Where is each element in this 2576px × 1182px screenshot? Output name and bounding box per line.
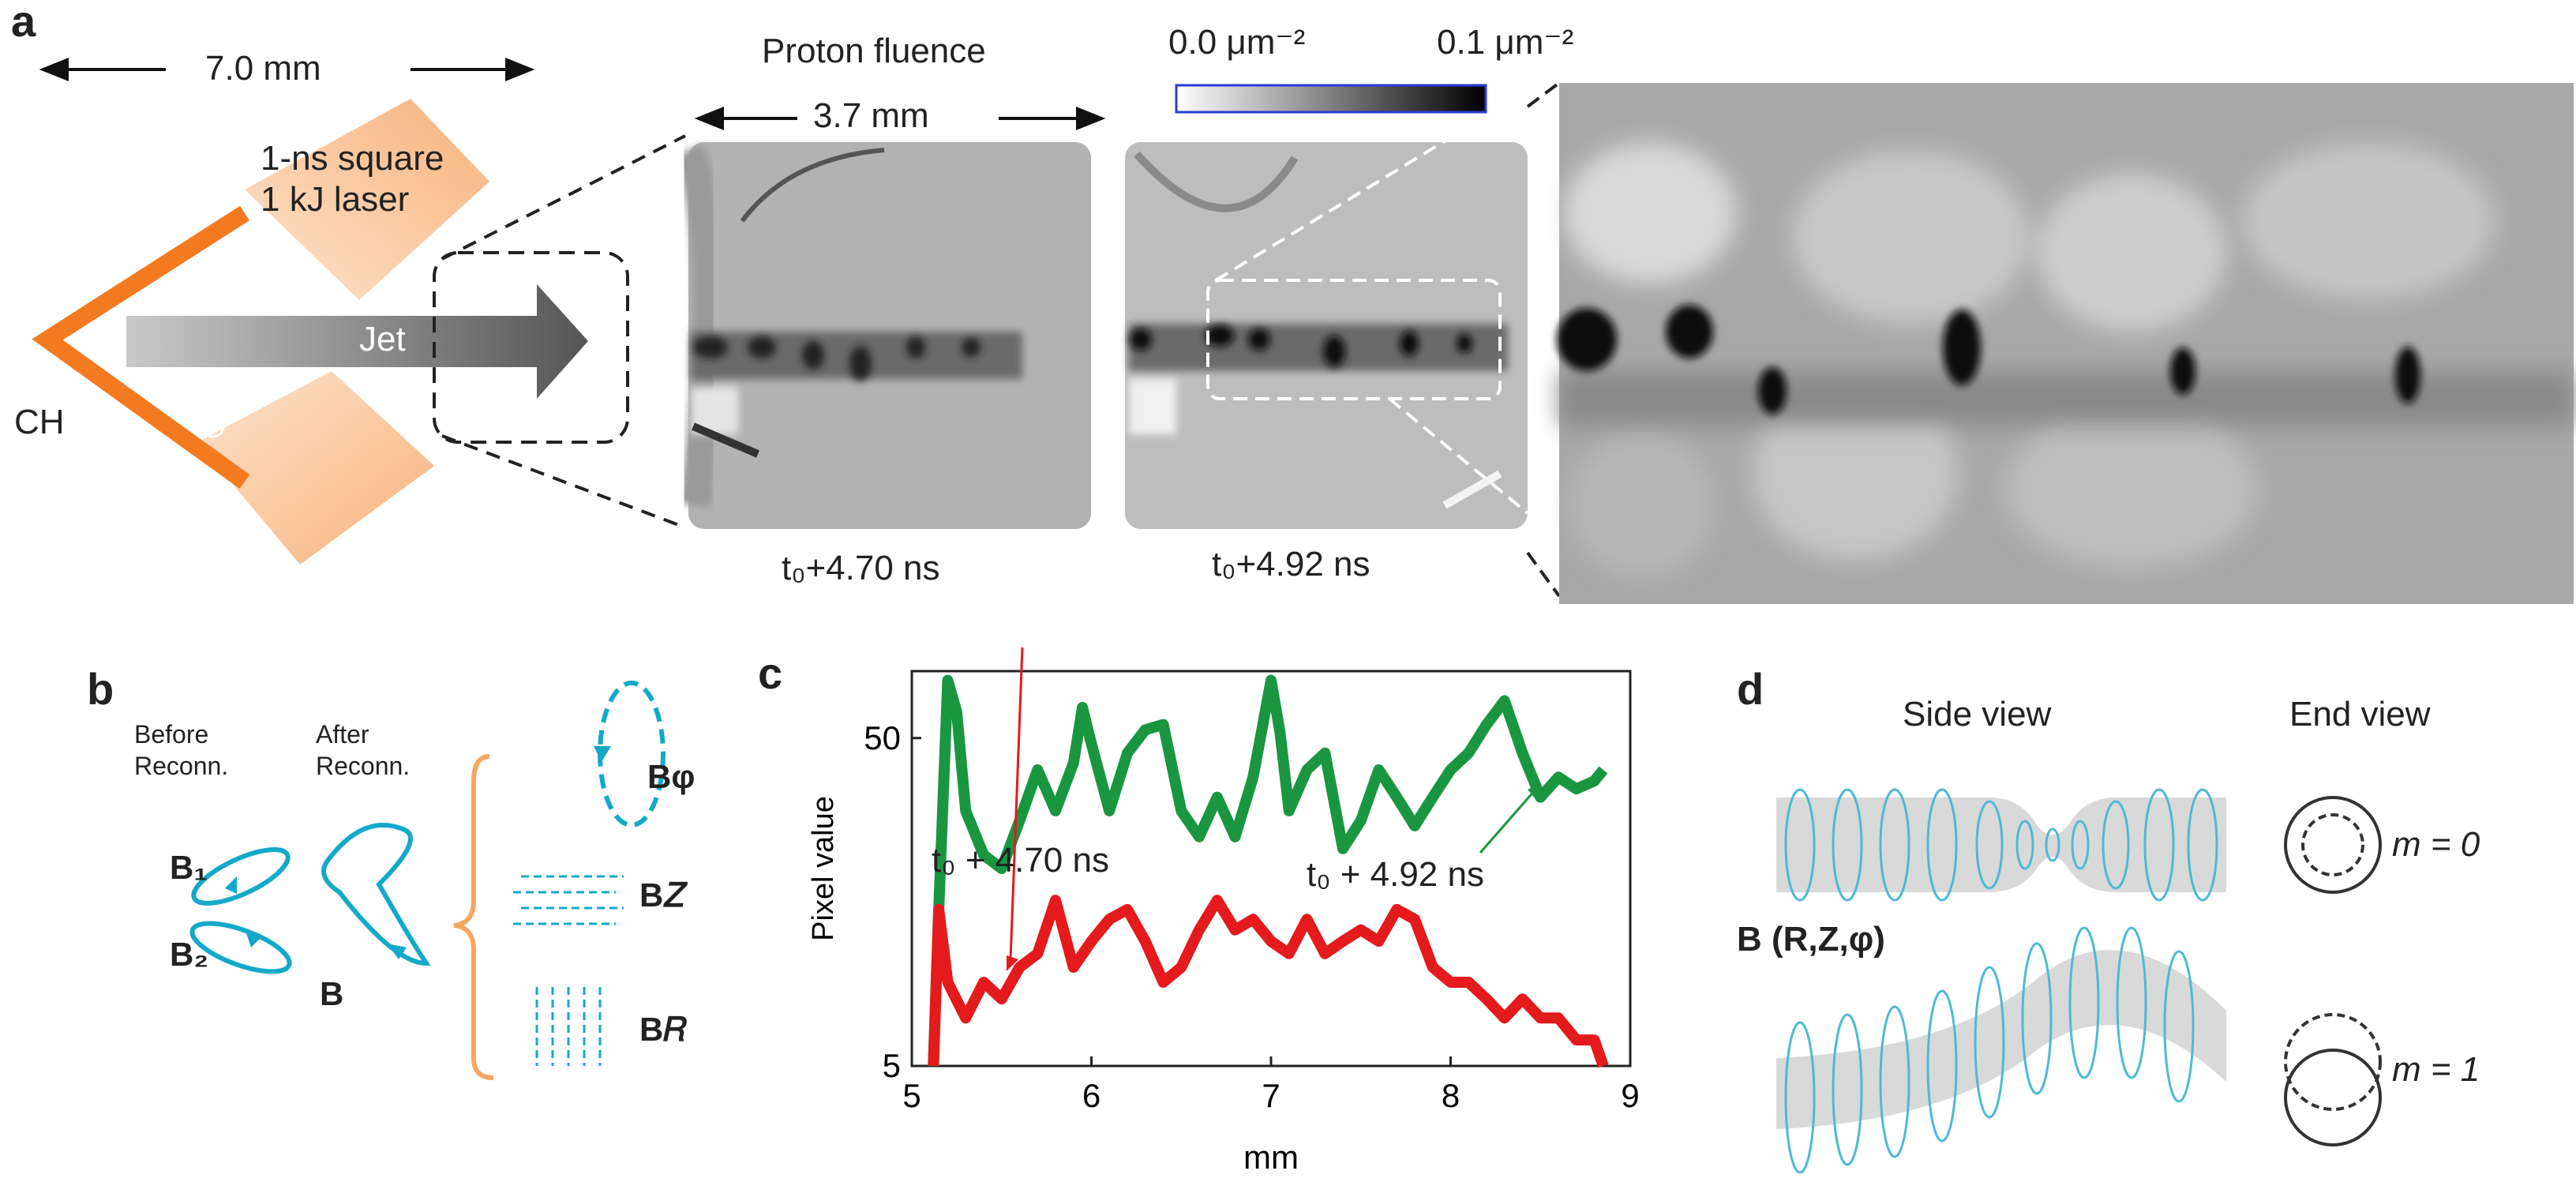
x-tick-label: 9 (1621, 1077, 1639, 1114)
y-tick-label: 5 (883, 1047, 901, 1084)
panel-a-graphics (32, 58, 2574, 604)
width-arrow-3.7mm (694, 107, 1106, 130)
series-line (928, 895, 1609, 1068)
laser-label: 1-ns square 1 kJ laser (261, 138, 444, 220)
panel-c-label: c (758, 648, 783, 698)
y-tick-label: 50 (864, 719, 901, 756)
annotation-arrows (1007, 647, 1541, 971)
br-label: B𝑅 (639, 1011, 688, 1048)
proton-radiograph-1 (673, 142, 1091, 529)
after-line1: After (316, 720, 369, 749)
ch-label: CH (14, 403, 65, 441)
panel-d-label: d (1737, 664, 1764, 714)
colorbar-min-label: 0.0 μm⁻² (1168, 23, 1306, 62)
series-layer (928, 674, 1609, 1068)
m1-label: m = 1 (2392, 1050, 2480, 1089)
bz-label: B𝑍 (639, 876, 684, 914)
zoom-box-dashed (433, 251, 629, 444)
y-ticks: 5 50 (864, 719, 921, 1084)
panel-a-label: a (11, 0, 36, 46)
time-label-1: t₀+4.70 ns (782, 549, 940, 587)
width-arrow-7mm (39, 58, 535, 81)
laser-beam-upper (245, 99, 489, 300)
b1-label: B₁ (170, 849, 208, 886)
width-3.7mm-label: 3.7 mm (813, 96, 929, 135)
annotation-red: t₀ + 4.70 ns (932, 841, 1109, 880)
after-line2: Reconn. (316, 752, 411, 780)
panel-b-label: b (87, 664, 114, 714)
end-view-label: End view (2289, 695, 2431, 734)
b-label: B (320, 975, 344, 1012)
laser-beam-lower (197, 371, 434, 565)
time-label-2: t₀+4.92 ns (1212, 545, 1370, 583)
y-axis-label: Pixel value (807, 796, 840, 941)
x-tick-label: 7 (1262, 1077, 1280, 1114)
colorbar (1175, 84, 1487, 114)
m1-end-view (2284, 1013, 2382, 1146)
m1-column (1776, 950, 2226, 1129)
jet-label: Jet (359, 320, 406, 358)
panel-d-graphics (1776, 788, 2382, 1174)
zoomed-radiograph (1557, 83, 2574, 604)
x-tick-label: 6 (1082, 1077, 1101, 1114)
bphi-label: Bφ (647, 758, 696, 795)
x-axis-label: mm (1243, 1139, 1299, 1176)
x-tick-label: 5 (902, 1077, 921, 1114)
width-7mm-label: 7.0 mm (205, 49, 321, 88)
x-tick-label: 8 (1442, 1077, 1460, 1114)
x-ticks: 5 6 7 8 9 (902, 1056, 1640, 1114)
ch-target (32, 205, 250, 489)
m0-end-view (2284, 796, 2382, 894)
series-line (928, 674, 1608, 1067)
side-view-label: Side view (1903, 695, 2052, 734)
colorbar-max-label: 0.1 μm⁻² (1437, 23, 1574, 62)
pixel-value-chart: 5 6 7 8 9 5 50 mm Pixel value (807, 647, 1640, 1176)
before-line2: Reconn. (134, 752, 229, 780)
annotation-green: t₀ + 4.92 ns (1307, 855, 1484, 894)
after-reconn-label: After Reconn. (316, 719, 410, 782)
laser-label-line1: 1-ns square (261, 139, 444, 178)
b-vector-label: B (R,Z,φ) (1737, 920, 1885, 959)
b2-label: B₂ (170, 936, 208, 973)
before-reconn-label: Before Reconn. (134, 719, 228, 782)
laser-label-line2: 1 kJ laser (261, 180, 410, 219)
before-line1: Before (134, 720, 209, 749)
m0-label: m = 0 (2392, 825, 2480, 864)
proton-radiograph-2 (1125, 89, 1529, 529)
proton-fluence-title: Proton fluence (762, 32, 986, 70)
jet-arrow (126, 284, 588, 399)
panel-b-graphics (189, 681, 666, 1080)
